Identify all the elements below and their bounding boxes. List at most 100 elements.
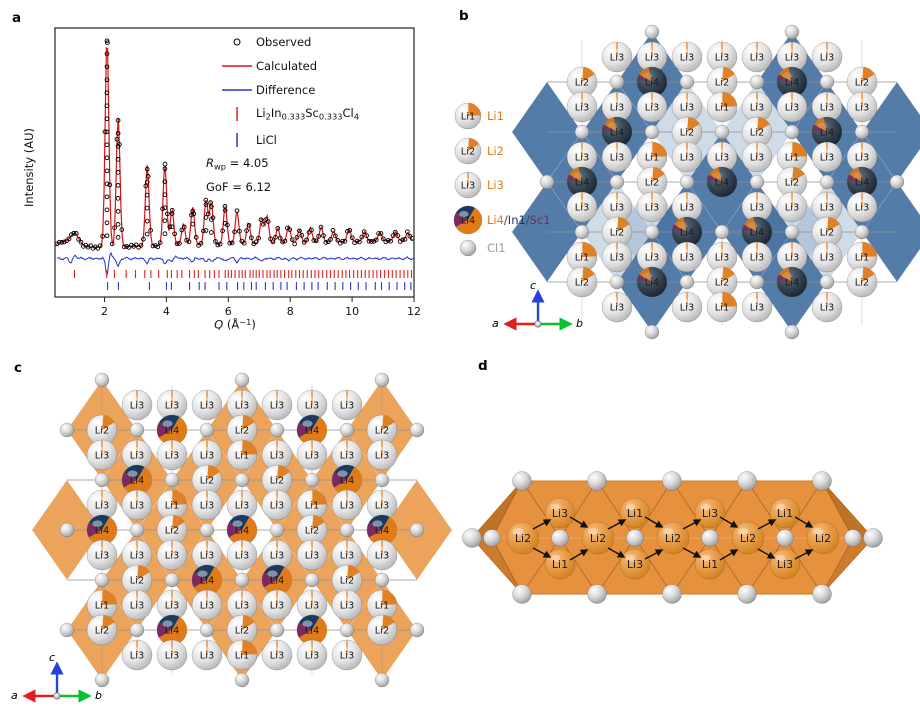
structure-c: Li3 Li3 Li3 Li3 Li3 Li3 Li3 Li2 Li4 Li2 Li4 Li2 Li3 L… bbox=[31, 372, 453, 688]
svg-text:Li3: Li3 bbox=[305, 450, 319, 461]
svg-text:Li2: Li2 bbox=[130, 575, 144, 586]
svg-text:Li3: Li3 bbox=[200, 550, 214, 561]
svg-text:Li3: Li3 bbox=[340, 600, 354, 611]
svg-text:Li2: Li2 bbox=[305, 525, 319, 536]
svg-text:Li4: Li4 bbox=[785, 77, 799, 88]
svg-text:Li3: Li3 bbox=[820, 252, 834, 263]
svg-text:Li2: Li2 bbox=[740, 532, 756, 545]
svg-text:Li2: Li2 bbox=[375, 425, 389, 436]
svg-text:Li3: Li3 bbox=[95, 500, 109, 511]
svg-text:Li1: Li1 bbox=[235, 650, 249, 661]
svg-text:Li4: Li4 bbox=[645, 277, 659, 288]
svg-text:Li3: Li3 bbox=[575, 102, 589, 113]
svg-text:Li4: Li4 bbox=[820, 127, 834, 138]
svg-text:Li3: Li3 bbox=[820, 152, 834, 163]
svg-text:Li3: Li3 bbox=[130, 400, 144, 411]
svg-text:Li2: Li2 bbox=[815, 532, 831, 545]
x-tick-label: 8 bbox=[287, 305, 294, 318]
svg-text:Li3: Li3 bbox=[785, 252, 799, 263]
svg-text:Li3: Li3 bbox=[270, 650, 284, 661]
svg-text:Li2: Li2 bbox=[95, 425, 109, 436]
svg-text:Li1: Li1 bbox=[95, 600, 109, 611]
svg-text:Li3: Li3 bbox=[627, 558, 643, 571]
svg-text:Li1: Li1 bbox=[375, 600, 389, 611]
svg-text:Li3: Li3 bbox=[235, 600, 249, 611]
svg-text:Li3: Li3 bbox=[645, 252, 659, 263]
svg-text:Li3: Li3 bbox=[340, 450, 354, 461]
svg-text:Li1: Li1 bbox=[702, 558, 718, 571]
svg-text:Li2: Li2 bbox=[165, 525, 179, 536]
svg-text:Li2: Li2 bbox=[645, 177, 659, 188]
svg-text:Li3: Li3 bbox=[680, 252, 694, 263]
svg-text:Li3: Li3 bbox=[750, 152, 764, 163]
svg-text:Li3: Li3 bbox=[785, 102, 799, 113]
svg-text:Li3: Li3 bbox=[200, 600, 214, 611]
svg-text:Li3: Li3 bbox=[750, 202, 764, 213]
svg-text:Li4: Li4 bbox=[305, 625, 319, 636]
svg-text:Li3: Li3 bbox=[270, 400, 284, 411]
svg-text:Li3: Li3 bbox=[820, 52, 834, 63]
svg-text:Li3: Li3 bbox=[165, 450, 179, 461]
svg-text:Li3: Li3 bbox=[645, 102, 659, 113]
axis-triad-c bbox=[22, 661, 92, 703]
xrd-plot: 2 4 6 8 10 12 bbox=[54, 27, 421, 318]
svg-text:Li3: Li3 bbox=[777, 558, 793, 571]
svg-text:Li2: Li2 bbox=[95, 625, 109, 636]
svg-text:Li4: Li4 bbox=[750, 227, 764, 238]
x-tick-label: 2 bbox=[101, 305, 108, 318]
structure-d: Li2 Li2 Li2 Li2 Li2 Li3 Li1 Li3 Li1 Li1 Li3 Li1 Li3 bbox=[462, 471, 883, 604]
svg-text:Li3: Li3 bbox=[165, 550, 179, 561]
svg-text:Li1: Li1 bbox=[575, 252, 589, 263]
svg-text:Li2: Li2 bbox=[785, 177, 799, 188]
svg-text:Li4: Li4 bbox=[715, 177, 729, 188]
svg-text:Li3: Li3 bbox=[680, 102, 694, 113]
svg-text:Li3: Li3 bbox=[610, 202, 624, 213]
svg-text:Li1: Li1 bbox=[785, 152, 799, 163]
svg-text:Li2: Li2 bbox=[340, 575, 354, 586]
bragg-ticks-phase2 bbox=[107, 282, 412, 290]
svg-text:Li1: Li1 bbox=[235, 450, 249, 461]
svg-text:Li3: Li3 bbox=[461, 180, 475, 191]
svg-text:Li3: Li3 bbox=[702, 507, 718, 520]
svg-text:Li2: Li2 bbox=[575, 77, 589, 88]
svg-text:Li1: Li1 bbox=[305, 500, 319, 511]
svg-text:Li3: Li3 bbox=[305, 400, 319, 411]
svg-text:Li2: Li2 bbox=[855, 277, 869, 288]
svg-text:Li3: Li3 bbox=[680, 302, 694, 313]
x-tick-label: 10 bbox=[345, 305, 359, 318]
svg-text:Li2: Li2 bbox=[200, 475, 214, 486]
svg-text:Li2: Li2 bbox=[235, 625, 249, 636]
svg-text:Li3: Li3 bbox=[855, 102, 869, 113]
svg-text:Li3: Li3 bbox=[715, 252, 729, 263]
svg-text:Li3: Li3 bbox=[340, 400, 354, 411]
svg-text:Li3: Li3 bbox=[785, 202, 799, 213]
structure-d-spheres bbox=[462, 471, 883, 604]
svg-text:Li1: Li1 bbox=[855, 252, 869, 263]
svg-text:Li1: Li1 bbox=[552, 558, 568, 571]
difference-curve bbox=[56, 251, 414, 276]
svg-text:Li3: Li3 bbox=[130, 500, 144, 511]
plot-frame bbox=[54, 27, 415, 298]
observed-marker-icon bbox=[233, 38, 241, 46]
legend-markers bbox=[222, 38, 252, 147]
svg-text:Li3: Li3 bbox=[235, 550, 249, 561]
svg-text:Li3: Li3 bbox=[305, 550, 319, 561]
svg-text:Li4: Li4 bbox=[95, 525, 109, 536]
sphere-legend-icons: Li1 Li2 Li3 Li4 bbox=[453, 102, 483, 257]
svg-text:Li2: Li2 bbox=[680, 127, 694, 138]
svg-text:Li3: Li3 bbox=[200, 650, 214, 661]
svg-text:Li2: Li2 bbox=[270, 475, 284, 486]
svg-text:Li3: Li3 bbox=[750, 102, 764, 113]
svg-text:Li2: Li2 bbox=[461, 146, 475, 157]
svg-text:Li2: Li2 bbox=[855, 77, 869, 88]
svg-text:Li3: Li3 bbox=[680, 202, 694, 213]
svg-text:Li4: Li4 bbox=[235, 525, 249, 536]
bragg-ticks-phase1 bbox=[73, 270, 413, 278]
svg-text:Li4: Li4 bbox=[200, 575, 214, 586]
svg-text:Li4: Li4 bbox=[165, 425, 179, 436]
svg-text:Li2: Li2 bbox=[665, 532, 681, 545]
svg-text:Li3: Li3 bbox=[95, 550, 109, 561]
svg-text:Li3: Li3 bbox=[750, 252, 764, 263]
svg-text:Li2: Li2 bbox=[375, 625, 389, 636]
